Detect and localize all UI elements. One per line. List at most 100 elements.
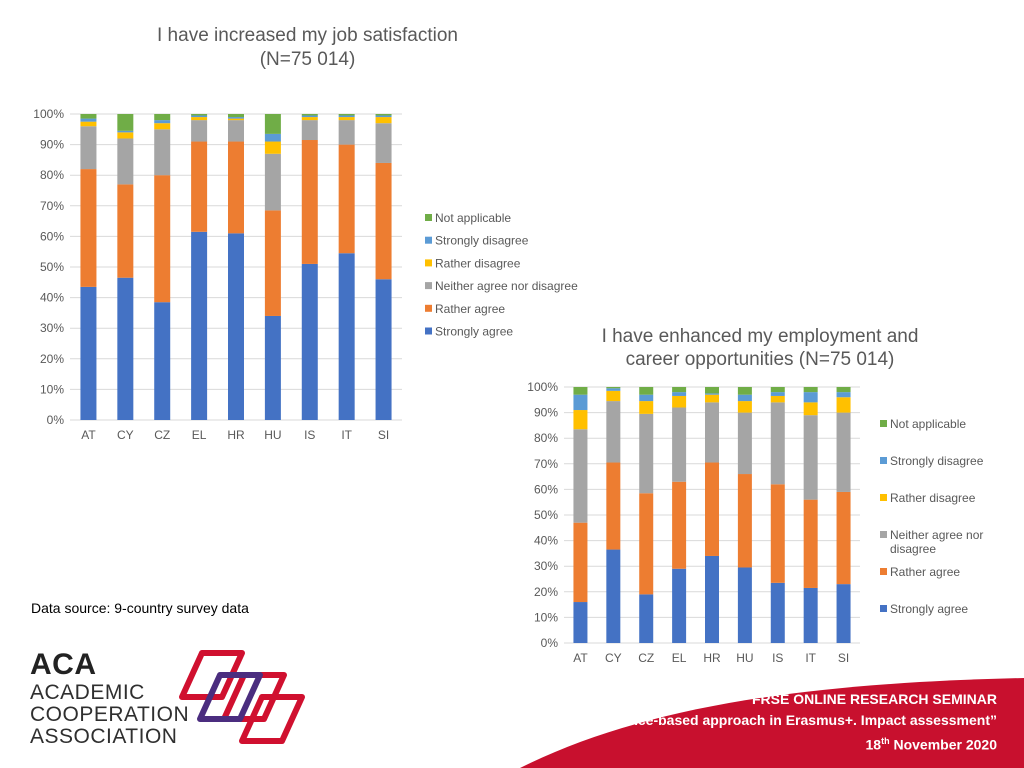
bar-segment xyxy=(737,387,752,395)
y-tick-label: 10% xyxy=(534,610,558,624)
x-tick-label: SI xyxy=(378,428,389,442)
bar-segment xyxy=(80,169,97,287)
y-tick-label: 30% xyxy=(40,321,64,335)
bar-segment xyxy=(117,138,134,185)
bar-segment xyxy=(672,568,687,643)
bar-segment xyxy=(154,120,171,124)
bar-segment xyxy=(606,401,621,463)
logo-line3: ASSOCIATION xyxy=(30,725,178,748)
chart2-title-line2: career opportunities (N=75 014) xyxy=(625,349,895,370)
x-tick-label: IS xyxy=(304,428,315,442)
y-tick-label: 0% xyxy=(541,636,559,650)
bar-segment xyxy=(338,114,355,116)
x-tick-label: EL xyxy=(192,428,207,442)
bar-segment xyxy=(80,114,97,119)
x-tick-label: CY xyxy=(117,428,134,442)
aca-logo-text: ACA ACADEMIC COOPERATION ASSOCIATION xyxy=(30,650,189,748)
bar-segment xyxy=(301,115,318,118)
chart1-title-line1: I have increased my job satisfaction xyxy=(157,25,458,46)
bar-segment xyxy=(705,555,719,643)
bar-segment xyxy=(191,120,208,142)
bar-segment xyxy=(338,117,355,121)
bar-segment xyxy=(639,594,654,643)
bar-segment xyxy=(301,117,318,121)
legend-label: Neither agree nor disagree xyxy=(890,528,983,556)
x-tick-label: AT xyxy=(573,651,588,665)
bar-segment xyxy=(770,402,785,485)
bar-segment xyxy=(836,387,851,393)
seminar-subtitle: “Evidence-based approach in Erasmus+. Im… xyxy=(584,712,997,728)
bar-segment xyxy=(639,387,654,395)
x-tick-label: HU xyxy=(736,651,753,665)
bar-segment xyxy=(705,387,719,394)
bar-segment xyxy=(836,392,851,398)
bar-segment xyxy=(803,402,818,416)
legend-label: Rather disagree xyxy=(890,491,976,505)
chart1-title-line2: (N=75 014) xyxy=(259,49,356,70)
y-tick-label: 0% xyxy=(47,413,65,427)
y-tick-label: 60% xyxy=(40,229,64,243)
bar-segment xyxy=(191,231,208,420)
footer-banner xyxy=(520,678,1024,768)
seminar-date: 18th November 2020 xyxy=(585,731,997,756)
y-tick-label: 30% xyxy=(534,559,558,573)
bar-segment xyxy=(737,567,752,643)
x-tick-label: IT xyxy=(341,428,352,442)
legend-label: Strongly agree xyxy=(890,602,968,616)
legend-label: Strongly disagree xyxy=(435,234,529,248)
bar-segment xyxy=(770,387,785,393)
y-tick-label: 90% xyxy=(40,138,64,152)
legend-label: Rather disagree xyxy=(435,256,521,270)
y-tick-label: 20% xyxy=(40,352,64,366)
legend-swatch xyxy=(425,304,432,312)
seminar-title: FRSE ONLINE RESEARCH SEMINAR xyxy=(751,691,997,707)
legend-swatch xyxy=(425,236,432,244)
bar-segment xyxy=(770,392,785,396)
y-tick-label: 40% xyxy=(534,534,558,548)
x-tick-label: CZ xyxy=(638,651,654,665)
bar-segment xyxy=(803,387,818,393)
logo-abbr: ACA xyxy=(30,648,97,681)
legend-label: Strongly agree xyxy=(435,325,513,339)
bar-segment xyxy=(770,395,785,403)
legend-label: Rather agree xyxy=(890,565,960,579)
bar-segment xyxy=(836,491,851,585)
bar-segment xyxy=(573,522,588,603)
bar-segment xyxy=(705,393,719,395)
bar-segment xyxy=(338,120,355,145)
bar-segment xyxy=(228,233,244,420)
legend-swatch xyxy=(880,420,887,427)
logo-line2: COOPERATION xyxy=(30,703,190,726)
chart2-title: I have enhanced my employment and career… xyxy=(560,325,960,371)
bar-segment xyxy=(228,141,244,234)
legend-swatch xyxy=(425,214,432,221)
bar-segment xyxy=(672,392,687,396)
data-source-note: Data source: 9-country survey data xyxy=(31,600,249,616)
bar-segment xyxy=(803,415,818,500)
y-tick-label: 50% xyxy=(40,260,64,274)
bar-segment xyxy=(705,402,719,463)
bar-segment xyxy=(737,394,752,402)
bar-segment xyxy=(117,277,134,420)
y-tick-label: 60% xyxy=(534,482,558,496)
x-tick-label: HR xyxy=(227,428,245,442)
x-tick-label: SI xyxy=(838,651,849,665)
bar-segment xyxy=(117,184,134,278)
bar-segment xyxy=(672,387,687,393)
bar-segment xyxy=(606,388,621,391)
chart2-title-line1: I have enhanced my employment and xyxy=(601,326,919,347)
x-tick-label: HR xyxy=(703,651,721,665)
bar-segment xyxy=(606,387,621,389)
legend-swatch xyxy=(425,327,432,335)
y-tick-label: 100% xyxy=(33,107,64,121)
bar-segment xyxy=(301,114,318,116)
bar-segment xyxy=(803,587,818,643)
bar-segment xyxy=(264,210,281,316)
bar-segment xyxy=(836,584,851,643)
bar-segment xyxy=(672,395,687,408)
bar-segment xyxy=(228,114,244,118)
bar-segment xyxy=(301,263,318,420)
legend-label: Not applicable xyxy=(435,211,511,225)
